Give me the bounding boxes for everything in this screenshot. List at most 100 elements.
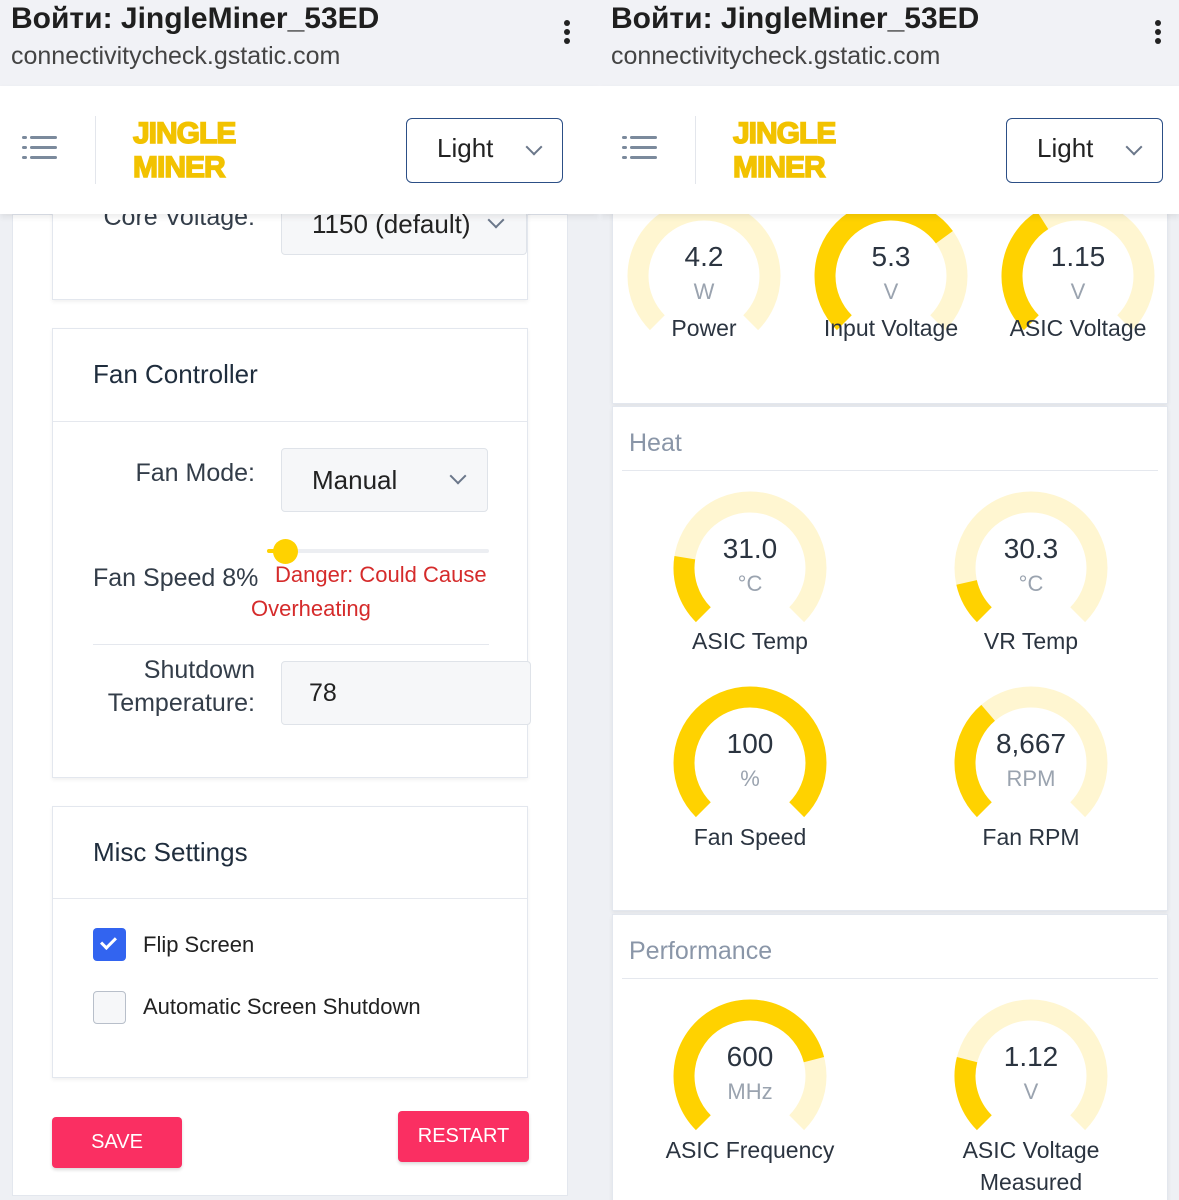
divider [93,644,489,645]
auto-shutdown-label: Automatic Screen Shutdown [143,994,421,1019]
browser-title: Войти: JingleMiner_53ED [11,2,380,35]
fan-mode-label: Fan Mode: [135,459,255,487]
gauge-value: 600 [726,1041,774,1072]
gauge-value: 1.12 [1003,1041,1059,1072]
gauge-label: Power [671,315,737,341]
gauge-unit: °C [737,571,763,596]
card-title: Fan Controller [93,359,258,389]
performance-section-title: Performance [629,937,773,965]
divider [622,978,1158,979]
more-menu-icon[interactable] [562,20,572,50]
menu-icon[interactable] [22,136,58,162]
browser-title: Войти: JingleMiner_53ED [611,2,980,35]
gauge-label: VR Temp [983,628,1079,654]
gauge-unit: RPM [1006,766,1056,791]
chevron-down-icon [449,467,467,485]
gauge-unit: W [693,279,715,304]
gauge: 600 MHz [673,999,827,1139]
more-menu-icon[interactable] [1153,20,1163,50]
heat-card: Heat 31.0 °C ASIC Temp 30.3 °C VR Temp 100% Fan… [612,406,1168,911]
gauge-track [954,491,1108,623]
fan-speed-slider-track[interactable] [267,549,489,553]
fan-mode-value: Manual [312,465,398,495]
gauge: 1.12 V [954,999,1108,1139]
danger-warning: Danger: Could Cause [275,562,487,587]
browser-url: connectivitycheck.gstatic.com [11,42,341,70]
gauge-value: 30.3 [1003,533,1059,564]
jingle-miner-logo: JINGLE MINER [732,117,837,185]
gauge: 8,667 RPM [954,686,1108,826]
gauge-unit: °C [1018,571,1044,596]
gauge: 100% [673,686,827,826]
theme-select[interactable]: Light [1006,118,1163,183]
gauge-arc [673,686,827,818]
shutdown-temp-label: Shutdown [143,656,255,684]
gauge-fill [814,199,953,331]
performance-card: Performance 600 MHz ASIC Frequency 1.12 V ASI… [612,914,1168,1200]
gauge-label-line: ASIC Voltage [962,1137,1100,1163]
top-nav: JINGLE MINER Light [600,86,1179,214]
gauge-fill [954,1056,993,1131]
chevron-down-icon [525,138,543,156]
divider [622,470,1158,471]
gauge-unit: % [740,766,760,791]
jingle-miner-logo: JINGLE MINER [132,117,237,185]
gauge-label: Fan RPM [982,824,1080,850]
theme-select-value: Light [437,133,494,163]
gauge-arc [673,491,827,623]
core-voltage-value: 1150 (default) [312,209,471,239]
fan-controller-card: Fan Controller Fan Mode: Manual Fan Spee… [52,328,531,778]
gauge-value: 100 [726,728,774,759]
save-button[interactable]: SAVE [52,1117,182,1168]
left-pane: Войти: JingleMiner_53ED connectivitychec… [0,0,600,1196]
gauge-fill [956,579,993,623]
gauge: 31.0 °C [673,491,827,631]
gauge-value: 1.15 [1050,241,1106,272]
gauge-label-line: Measured [979,1169,1083,1195]
gauge-fill [954,704,996,818]
gauge-fill [673,686,827,818]
gauge-arc [954,491,1108,623]
heat-section-title: Heat [629,429,682,457]
fan-mode-select[interactable]: Manual [281,448,488,512]
check-icon [100,933,117,950]
gauge-label: ASIC Frequency [665,1137,835,1163]
nav-divider [95,116,96,184]
fan-speed-label: Fan Speed 8% [93,564,259,592]
gauge-fill [673,999,825,1131]
browser-bar: Войти: JingleMiner_53ED connectivitychec… [0,0,600,86]
browser-url: connectivitycheck.gstatic.com [611,42,941,70]
gauge-value: 4.2 [684,241,724,272]
gauge-label: ASIC Temp [692,628,808,654]
gauge-fill [673,556,712,623]
gauge-arc [954,686,1108,818]
gauge-unit: V [1070,279,1086,304]
auto-shutdown-checkbox[interactable] [93,991,126,1024]
chevron-down-icon [487,211,505,229]
flip-screen-checkbox[interactable] [93,928,126,961]
flip-screen-label: Flip Screen [143,932,255,957]
theme-select[interactable]: Light [406,118,563,183]
restart-button[interactable]: RESTART [398,1111,529,1162]
menu-icon[interactable] [622,136,658,162]
gauge-value: 8,667 [995,728,1067,759]
shutdown-temp-value: 78 [309,679,337,707]
gauge-label: Fan Speed [693,824,807,850]
shutdown-temp-input[interactable]: 78 [281,661,531,725]
gauge: 30.3 °C [954,491,1108,631]
misc-settings-card: Misc Settings Flip Screen Automatic Scre… [52,806,528,1078]
gauge-unit: MHz [727,1079,773,1104]
right-pane: Войти: JingleMiner_53ED connectivitychec… [600,0,1179,1200]
fan-speed-slider-handle[interactable] [272,539,298,564]
chevron-down-icon [1125,138,1143,156]
top-nav: JINGLE MINER Light [0,86,600,214]
card-header: Fan Controller [53,329,527,422]
card-header: Misc Settings [53,807,527,899]
browser-bar: Войти: JingleMiner_53ED connectivitychec… [600,0,1179,86]
gauge-arc [673,999,827,1131]
theme-select-value: Light [1037,133,1094,163]
gauge-unit: V [1023,1079,1039,1104]
shutdown-temp-label-line2: Temperature: [107,689,255,717]
gauge-unit: V [883,279,899,304]
